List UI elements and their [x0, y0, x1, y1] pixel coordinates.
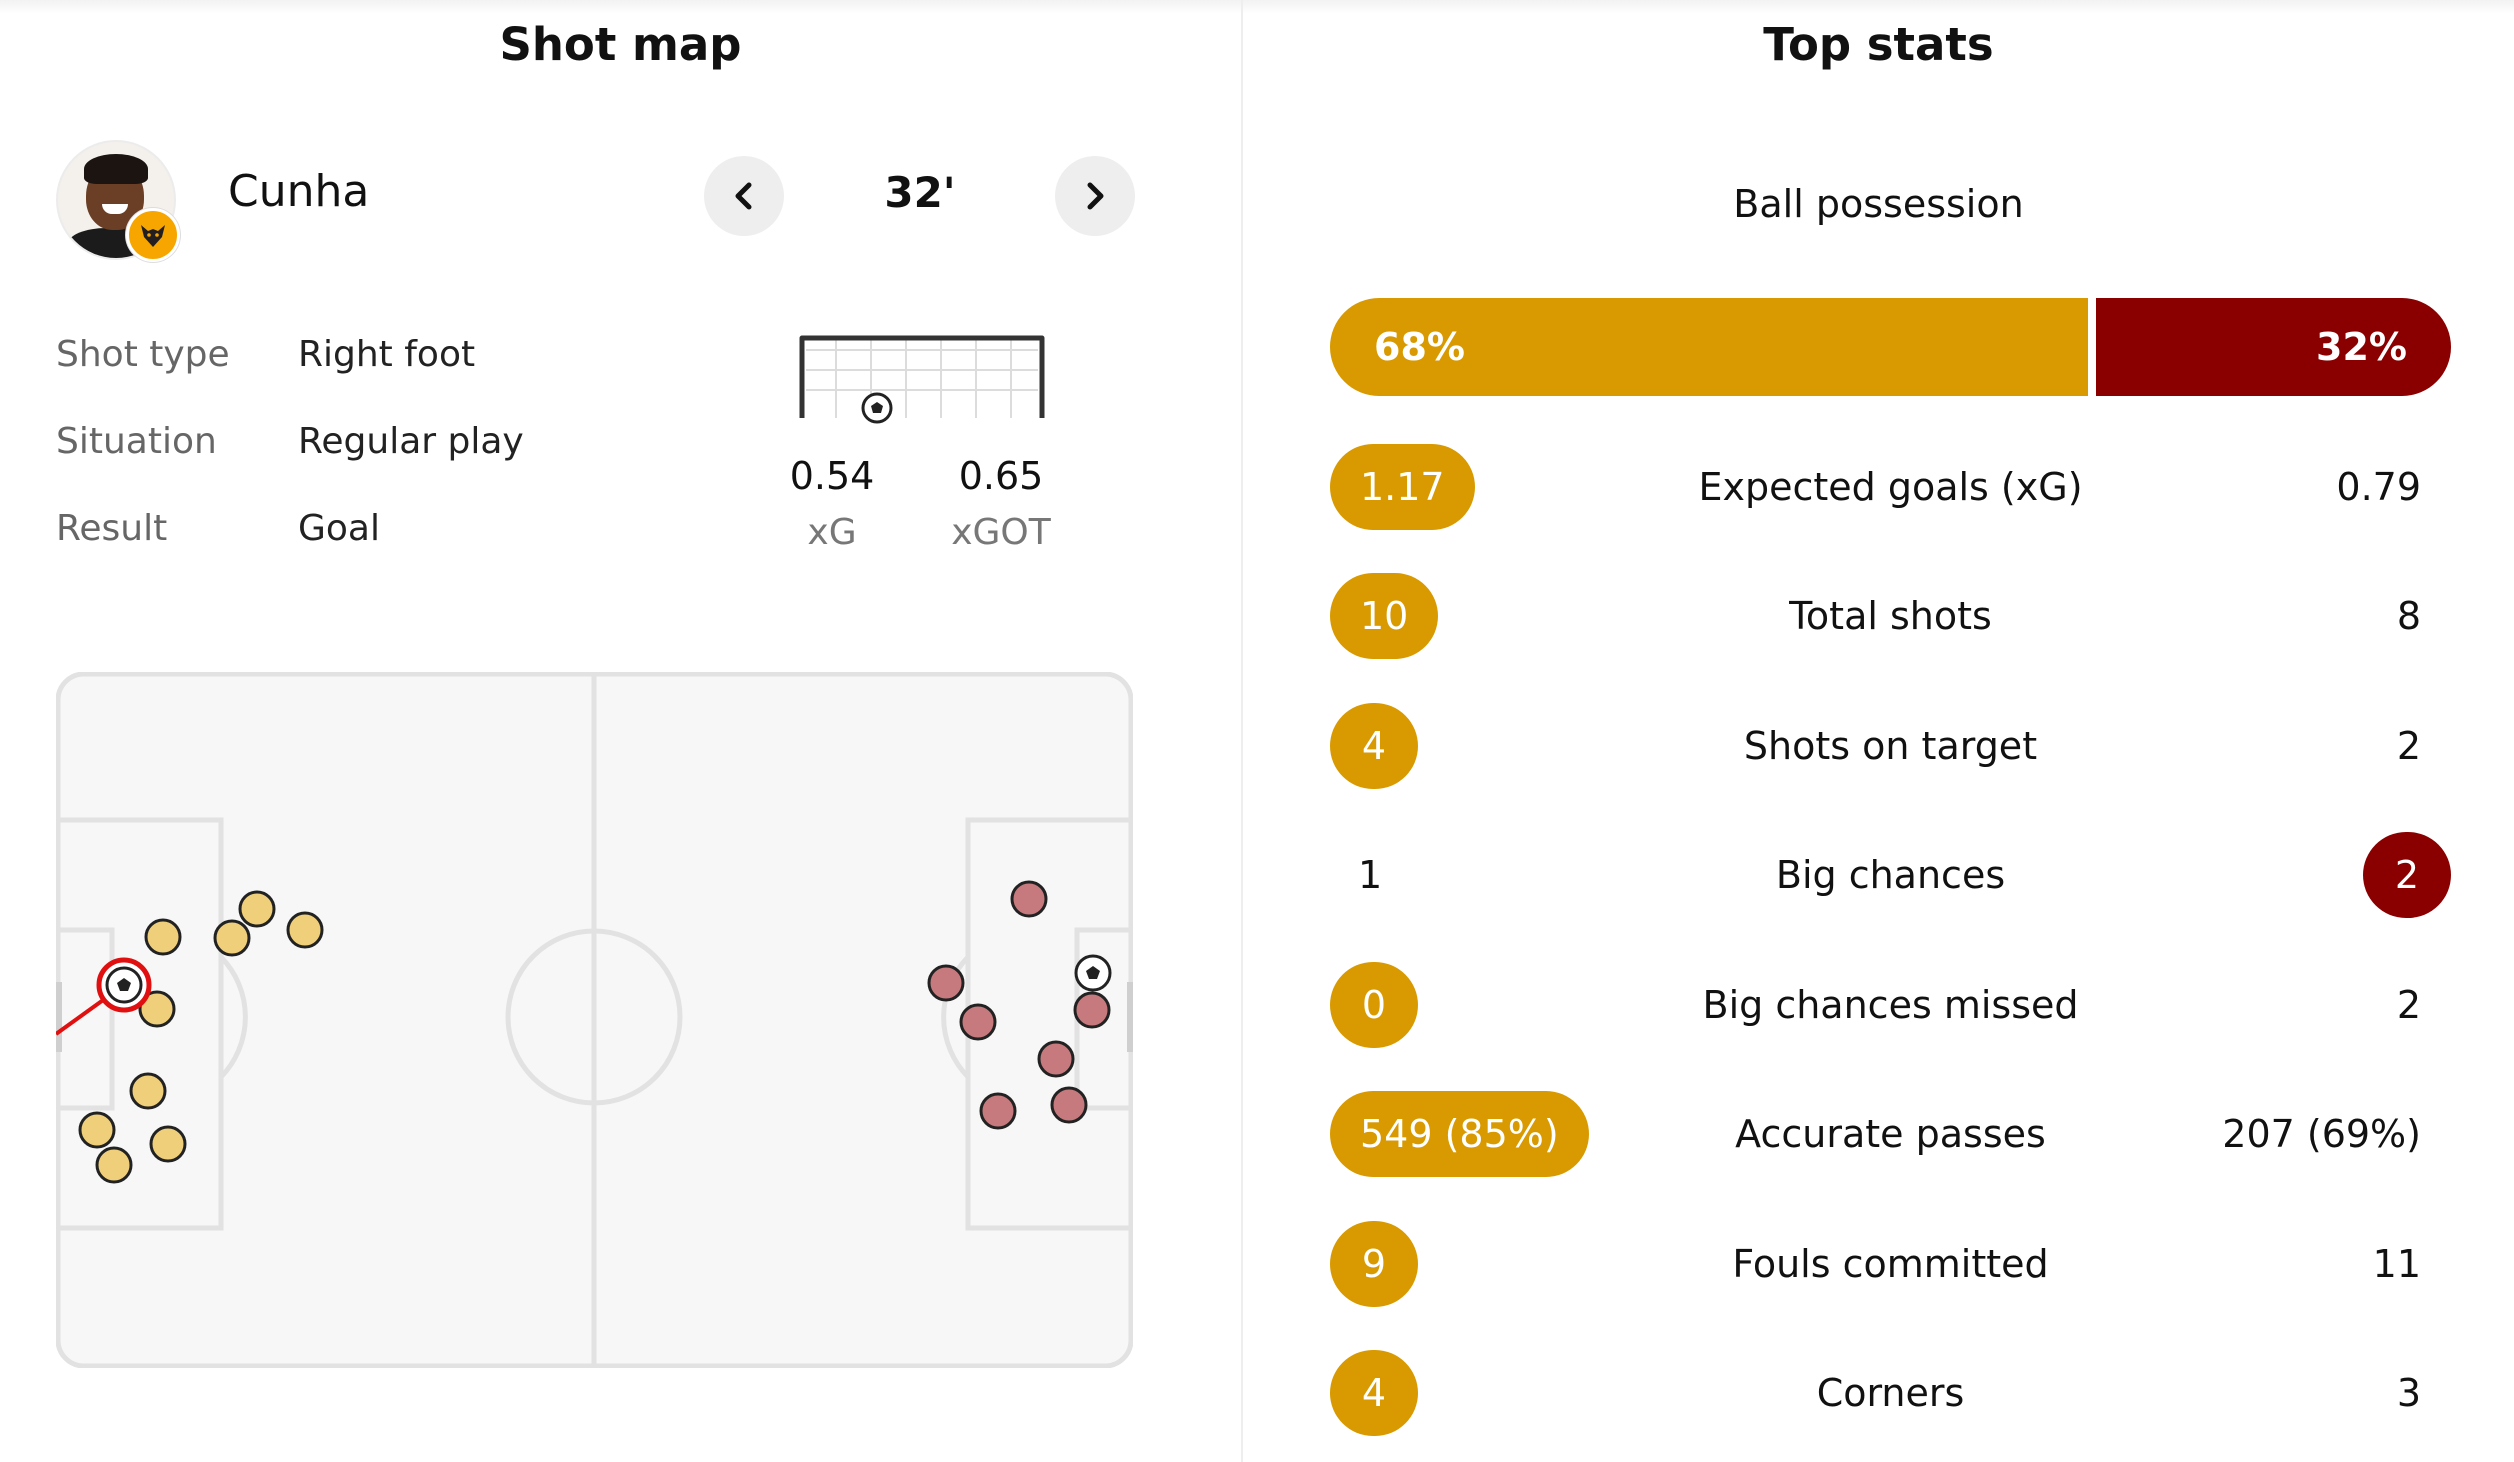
shot-map-panel: Shot map [0, 0, 1241, 1462]
top-stats-panel: Top stats [1243, 0, 2514, 1462]
stat-away-value: 207 (69%) [2222, 1112, 2421, 1156]
stat-home-value: 4 [1330, 1350, 1418, 1436]
player-avatar[interactable] [56, 140, 176, 260]
away-shot-marker[interactable] [1037, 1040, 1075, 1078]
stat-row: Fouls committed 9 11 [1330, 1221, 2451, 1307]
stat-away-value: 2 [2396, 983, 2421, 1027]
stat-away-value: 3 [2396, 1371, 2421, 1415]
stat-home-value: 4 [1330, 703, 1418, 789]
chevron-right-icon [1087, 182, 1104, 210]
stat-away-value: 8 [2396, 594, 2421, 638]
away-shot-marker[interactable] [1050, 1086, 1088, 1124]
stat-row: Expected goals (xG) 1.17 0.79 [1330, 444, 2451, 530]
possession-away-bar: 32% [2096, 298, 2451, 396]
stat-label: Shots on target [1743, 724, 2038, 768]
away-shot-marker[interactable] [1010, 880, 1048, 918]
stat-label: Expected goals (xG) [1698, 465, 2083, 509]
stat-home-value: 0 [1330, 962, 1418, 1048]
stat-label: Total shots [1789, 594, 1992, 638]
stat-away-value: 11 [2372, 1242, 2421, 1286]
stat-row: Big chances missed 0 2 [1330, 962, 2451, 1048]
xgot-label: xGOT [951, 512, 1051, 553]
away-shot-marker[interactable] [1073, 991, 1111, 1029]
stat-home-value: 549 (85%) [1330, 1091, 1589, 1177]
shot-map-title: Shot map [499, 18, 742, 71]
situation-value: Regular play [298, 421, 524, 462]
stat-away-value: 2 [2363, 832, 2451, 918]
xgot-value: 0.65 [958, 454, 1044, 498]
stat-row: Big chances 1 2 [1330, 832, 2451, 918]
shot-type-value: Right foot [298, 334, 476, 375]
next-shot-button[interactable] [1055, 156, 1135, 236]
possession-home-value: 68% [1374, 325, 1465, 369]
stat-label: Accurate passes [1735, 1112, 2046, 1156]
home-shot-marker[interactable] [78, 1111, 116, 1149]
stat-away-value: 2 [2396, 724, 2421, 768]
home-shot-marker[interactable] [129, 1072, 167, 1110]
xg-value: 0.54 [789, 454, 875, 498]
stat-row: Corners 4 3 [1330, 1350, 2451, 1436]
top-fade [0, 0, 2514, 14]
possession-away-value: 32% [2316, 325, 2407, 369]
stat-label: Big chances missed [1702, 983, 2079, 1027]
selected-shot-marker[interactable] [105, 966, 143, 1004]
stat-label: Corners [1816, 1371, 1965, 1415]
away-shot-marker[interactable] [927, 964, 965, 1002]
shot-type-label: Shot type [56, 334, 230, 375]
away-shot-marker[interactable] [979, 1092, 1017, 1130]
stat-home-value: 10 [1330, 573, 1439, 659]
situation-label: Situation [56, 421, 217, 462]
stat-row: Accurate passes 549 (85%) 207 (69%) [1330, 1091, 2451, 1177]
top-stats-title: Top stats [1763, 18, 1994, 71]
wolves-badge-icon [126, 208, 180, 262]
home-shot-marker[interactable] [95, 1146, 133, 1184]
away-goal-shot-marker[interactable] [1074, 954, 1112, 992]
stat-away-value: 0.79 [2336, 465, 2421, 509]
possession-label: Ball possession [1733, 182, 2024, 226]
soccer-ball-icon [861, 392, 893, 424]
stat-home-value: 1 [1358, 853, 1383, 897]
chevron-left-icon [735, 182, 752, 210]
away-shot-marker[interactable] [959, 1003, 997, 1041]
player-name[interactable]: Cunha [228, 166, 370, 217]
home-shot-marker[interactable] [138, 990, 176, 1028]
stat-label: Fouls committed [1732, 1242, 2049, 1286]
home-shot-marker[interactable] [286, 911, 324, 949]
panel-divider [1241, 0, 1243, 1462]
goal-frame-graphic [799, 335, 1045, 424]
previous-shot-button[interactable] [704, 156, 784, 236]
home-shot-marker[interactable] [149, 1125, 187, 1163]
stat-row: Shots on target 4 2 [1330, 703, 2451, 789]
stat-row: Total shots 10 8 [1330, 573, 2451, 659]
home-shot-marker[interactable] [144, 918, 182, 956]
stat-home-value: 1.17 [1330, 444, 1475, 530]
home-shot-marker[interactable] [213, 919, 251, 957]
xg-label: xG [807, 512, 857, 553]
result-label: Result [56, 508, 168, 549]
home-shot-marker[interactable] [238, 890, 276, 928]
shot-minute: 32' [884, 168, 956, 217]
result-value: Goal [298, 508, 380, 549]
possession-home-bar: 68% [1330, 298, 2088, 396]
stat-label: Big chances [1775, 853, 2006, 897]
shot-map-pitch [56, 672, 1133, 1368]
stat-home-value: 9 [1330, 1221, 1418, 1307]
